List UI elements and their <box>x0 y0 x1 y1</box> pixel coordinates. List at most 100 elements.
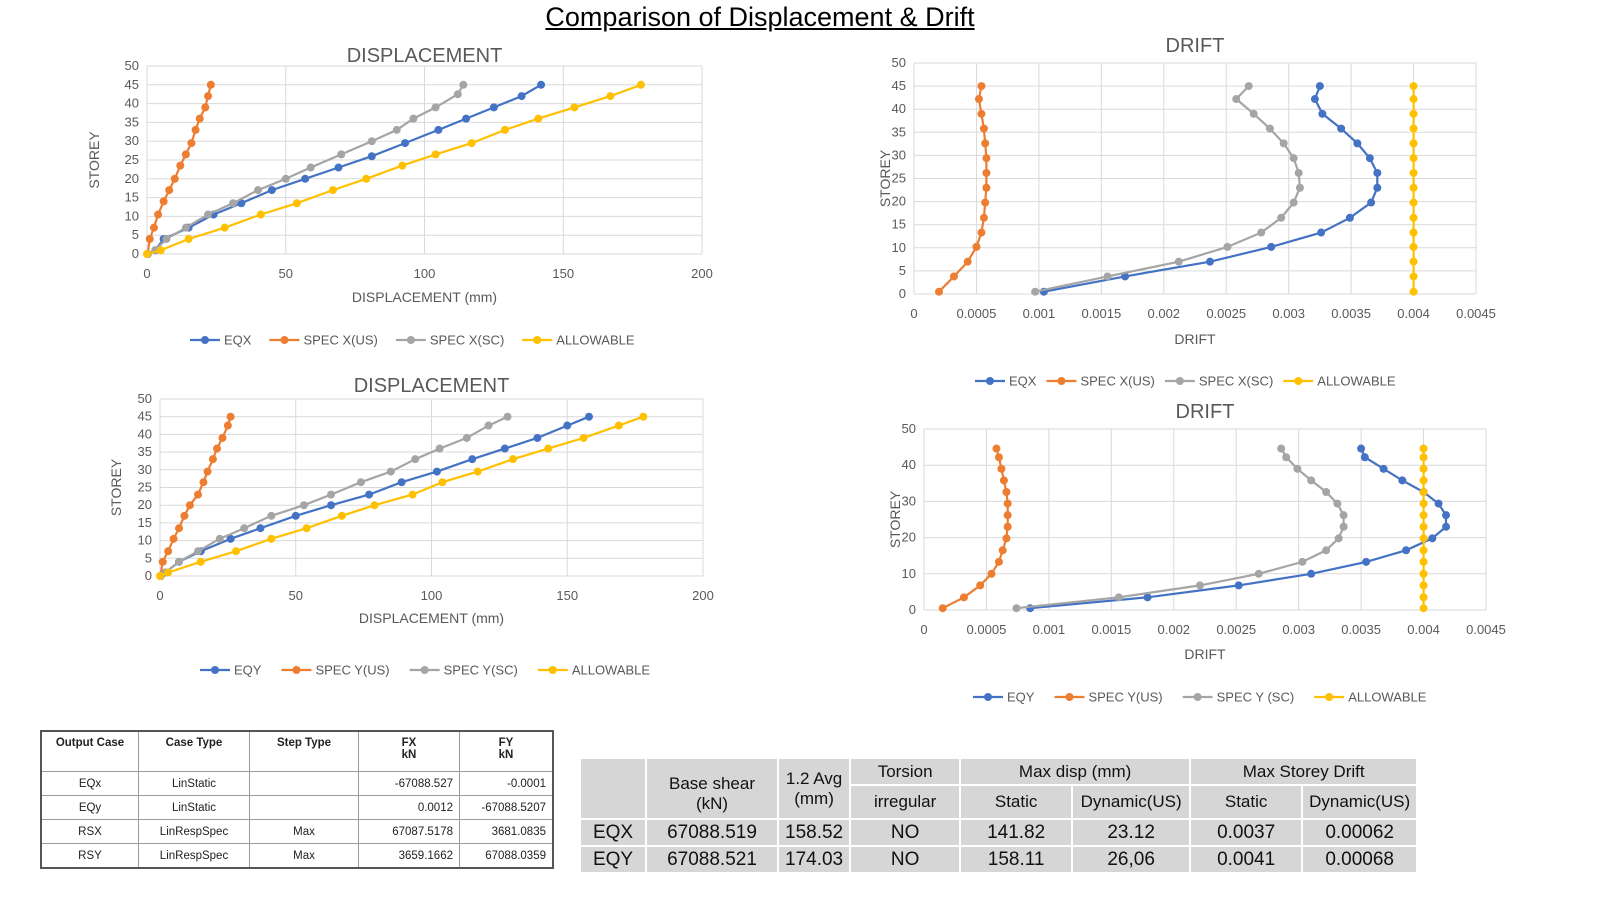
data-point <box>1419 593 1428 602</box>
summary-table: Base shear (kN) 1.2 Avg (mm) Torsion Max… <box>579 757 1419 874</box>
x-tick-label: 0.0005 <box>967 622 1007 637</box>
data-point <box>256 210 265 219</box>
data-point <box>365 490 374 499</box>
data-point <box>299 501 308 510</box>
data-point <box>982 168 991 177</box>
x-tick-label: 200 <box>691 266 713 281</box>
data-point <box>306 163 315 172</box>
data-point <box>1223 242 1232 251</box>
data-point <box>195 114 204 123</box>
data-point <box>185 501 194 510</box>
chart-title: DISPLACEMENT <box>354 375 510 397</box>
legend-label: SPEC X(US) <box>1080 374 1154 389</box>
legend-marker <box>211 666 219 674</box>
chart-title: DISPLACEMENT <box>347 45 503 67</box>
x-tick-label: 0.004 <box>1407 622 1440 637</box>
y-tick-label: 20 <box>892 194 906 209</box>
data-point <box>1409 183 1418 192</box>
legend-marker <box>1193 693 1202 701</box>
data-point <box>203 467 212 476</box>
data-point <box>204 210 213 219</box>
table-cell: RSX <box>40 819 139 844</box>
y-tick-label: 5 <box>132 227 139 242</box>
summary-group-header: Max disp (mm) <box>959 757 1192 786</box>
data-point <box>934 287 943 296</box>
table-cell: 0.0037 <box>1189 818 1304 847</box>
data-point <box>982 183 991 192</box>
data-point <box>409 114 418 123</box>
data-point <box>302 524 311 533</box>
data-point <box>213 444 222 453</box>
data-point <box>1379 464 1388 473</box>
table-row: EQY 67088.521 174.03 NO 158.11 26,06 0.0… <box>579 845 1419 874</box>
data-point <box>196 557 205 566</box>
data-point <box>533 433 542 442</box>
data-point <box>963 257 972 266</box>
series-spec-x-us <box>934 82 991 296</box>
data-point <box>1234 581 1243 590</box>
data-point <box>1360 453 1369 462</box>
y-tick-label: 35 <box>138 444 152 459</box>
data-point <box>267 186 276 195</box>
data-point <box>1307 569 1316 578</box>
summary-header-cell: Static <box>959 784 1074 820</box>
y-tick-label: 20 <box>125 171 139 186</box>
legend-marker <box>1294 377 1303 385</box>
table-cell: 3681.0835 <box>459 819 554 844</box>
legend-marker <box>1065 693 1074 701</box>
data-point <box>334 163 343 172</box>
data-point <box>191 125 200 134</box>
data-point <box>1174 257 1183 266</box>
legend-label: SPEC X(SC) <box>1199 374 1273 389</box>
displacement-x-chart: DISPLACEMENT 0 5 10 15 20 25 30 35 40 45 50 0 50 100 15… <box>85 24 745 364</box>
base-shear-output-table: Output Case Case Type Step Type FX kN FY k… <box>40 730 554 869</box>
data-point <box>1419 522 1428 531</box>
data-point <box>1279 139 1288 148</box>
table-row: RSX LinRespSpec Max 67087.5178 3681.0835 <box>40 819 554 844</box>
table-row: EQX 67088.519 158.52 NO 141.82 23.12 0.0… <box>579 818 1419 847</box>
data-point <box>164 547 173 556</box>
data-point <box>1003 511 1012 520</box>
summary-group-header: Torsion <box>849 757 962 786</box>
data-point <box>176 161 185 170</box>
series-line <box>147 84 465 255</box>
data-point <box>337 511 346 520</box>
table-cell: 67088.521 <box>645 845 779 874</box>
data-point <box>484 421 493 430</box>
data-point <box>998 546 1007 555</box>
data-point <box>1398 476 1407 485</box>
data-point <box>1409 242 1418 251</box>
data-point <box>1434 499 1443 508</box>
table-cell: LinRespSpec <box>138 819 250 844</box>
data-point <box>473 467 482 476</box>
y-tick-label: 45 <box>892 78 906 93</box>
data-point <box>1318 109 1327 118</box>
table-cell: EQX <box>579 818 647 847</box>
data-point <box>959 593 968 602</box>
table-header-cell: Case Type <box>138 730 250 772</box>
data-point <box>1419 557 1428 566</box>
data-point <box>1310 95 1319 104</box>
y-tick-label: 50 <box>902 421 916 436</box>
data-point <box>1419 464 1428 473</box>
data-point <box>1409 95 1418 104</box>
data-point <box>431 103 440 112</box>
data-point <box>1002 487 1011 496</box>
data-point <box>1322 546 1331 555</box>
y-tick-label: 0 <box>145 568 152 583</box>
series-spec-y-us <box>938 444 1012 613</box>
data-point <box>206 80 215 89</box>
data-point <box>194 547 203 556</box>
legend-label: SPEC X(US) <box>303 333 377 348</box>
legend-label: SPEC Y(SC) <box>444 663 518 678</box>
data-point <box>1367 198 1376 207</box>
data-point <box>1317 228 1326 237</box>
data-point <box>1409 228 1418 237</box>
data-point <box>218 433 227 442</box>
data-point <box>1277 444 1286 453</box>
data-point <box>175 524 184 533</box>
data-point <box>1196 581 1205 590</box>
data-point <box>987 569 996 578</box>
table-header-cell: Output Case <box>40 730 139 772</box>
x-tick-label: 0.0025 <box>1216 622 1256 637</box>
